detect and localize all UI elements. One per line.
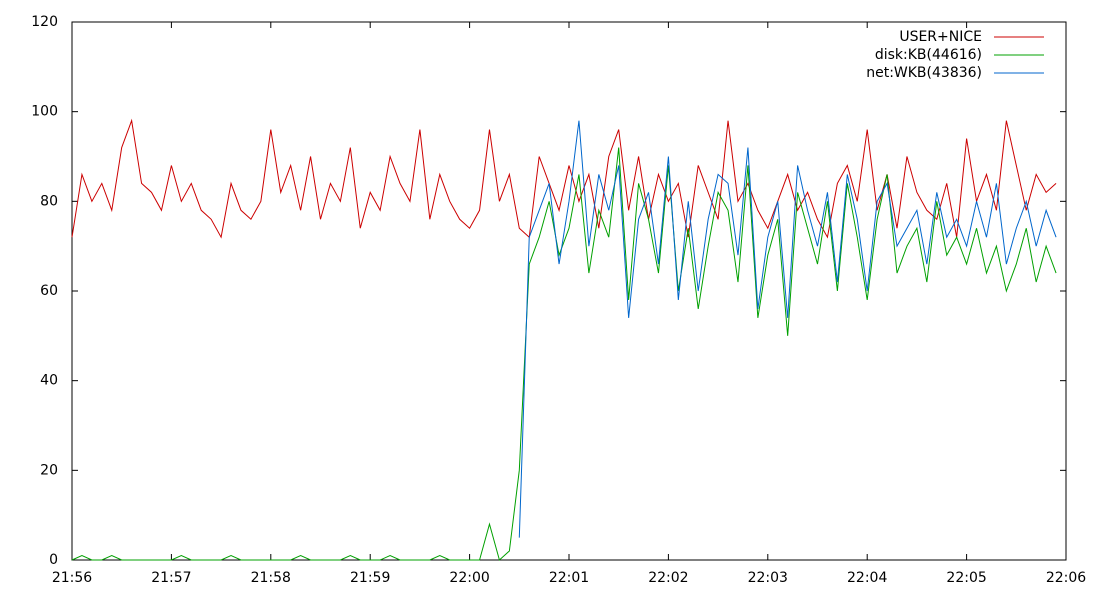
series-line — [71, 147, 1057, 561]
legend-label: disk:KB(44616) — [875, 47, 982, 63]
y-tick-label: 40 — [40, 373, 58, 389]
x-tick-label: 22:01 — [549, 570, 589, 586]
y-tick-label: 20 — [40, 462, 58, 478]
y-tick-label: 120 — [31, 14, 58, 30]
x-tick-label: 22:02 — [648, 570, 688, 586]
y-tick-label: 60 — [40, 283, 58, 299]
x-tick-label: 22:04 — [847, 570, 887, 586]
x-tick-label: 21:57 — [151, 570, 191, 586]
series-line — [518, 120, 1057, 538]
y-tick-label: 100 — [31, 104, 58, 120]
series-line — [71, 118, 1057, 239]
plot-frame — [71, 21, 1067, 561]
legend-label: net:WKB(43836) — [866, 65, 982, 81]
legend-label: USER+NICE — [899, 29, 982, 45]
x-tick-label: 21:56 — [52, 570, 92, 586]
y-tick-label: 80 — [40, 193, 58, 209]
x-tick-label: 22:00 — [449, 570, 489, 586]
x-tick-label: 22:05 — [946, 570, 986, 586]
x-tick-label: 22:03 — [748, 570, 788, 586]
x-tick-label: 22:06 — [1046, 570, 1086, 586]
x-tick-label: 21:59 — [350, 570, 390, 586]
y-tick-label: 0 — [49, 552, 58, 568]
x-tick-label: 21:58 — [251, 570, 291, 586]
